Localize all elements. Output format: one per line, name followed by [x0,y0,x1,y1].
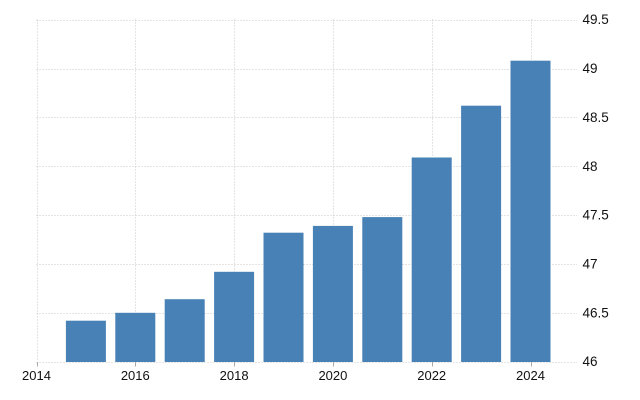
bar-2016 [115,312,156,362]
bar-2024 [510,60,551,362]
x-tick-label-2022: 2022 [417,368,446,383]
bar-2020 [312,225,353,362]
y-tick-label-47: 47 [583,257,598,272]
x-tick-label-2016: 2016 [121,368,150,383]
y-tick-label-47.5: 47.5 [583,208,609,223]
bar-2022 [411,157,452,362]
x-tick-label-2018: 2018 [220,368,249,383]
bar-2023 [461,105,502,362]
bar-2018 [214,271,255,362]
bar-2015 [65,320,106,362]
bar-2021 [362,217,403,362]
x-tick-label-2014: 2014 [22,368,51,383]
y-tick-label-48.5: 48.5 [583,110,609,125]
bar-2017 [164,299,205,362]
bar-2019 [263,232,304,362]
y-tick-label-49: 49 [583,61,598,76]
x-tick-label-2024: 2024 [516,368,545,383]
y-tick-label-46: 46 [583,354,598,369]
x-tick-label-2020: 2020 [318,368,347,383]
y-tick-label-49.5: 49.5 [583,12,609,27]
y-tick-label-46.5: 46.5 [583,305,609,320]
y-tick-label-48: 48 [583,159,598,174]
